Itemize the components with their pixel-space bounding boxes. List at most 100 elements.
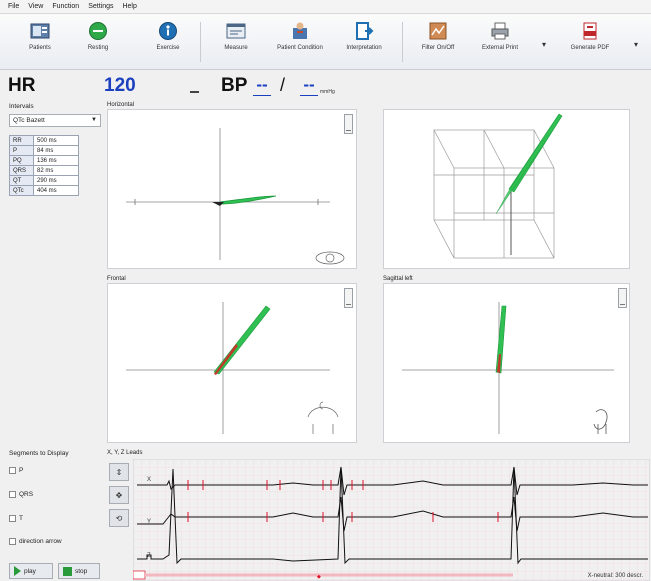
sagittal-loop-plot — [402, 302, 614, 434]
interval-name: QRS — [9, 165, 34, 176]
qtc-formula-value: QTc Bazett — [13, 117, 45, 124]
bp-separator: / — [280, 75, 286, 95]
3d-loop-panel — [383, 109, 630, 269]
stop-button[interactable]: stop — [58, 563, 100, 579]
reset-icon: ⟲ — [115, 513, 123, 523]
sagittal-zoom-slider[interactable] — [618, 288, 627, 308]
table-row: PQ 136 ms — [9, 155, 79, 166]
frontal-loop-plot — [126, 302, 339, 434]
qtc-formula-select[interactable]: QTc Bazett ▼ — [9, 114, 101, 127]
interval-name: QT — [9, 175, 34, 186]
segment-qrs-checkbox[interactable]: QRS — [9, 491, 33, 498]
svg-text:◆: ◆ — [317, 574, 321, 580]
checkbox-icon — [9, 491, 16, 498]
intervals-title: Intervals — [9, 103, 34, 110]
frontal-zoom-slider[interactable] — [344, 288, 353, 308]
bp-systolic: -- — [253, 75, 271, 96]
stop-label: stop — [75, 567, 88, 575]
interval-name: RR — [9, 135, 34, 146]
print-dropdown-arrow[interactable]: ▾ — [542, 40, 547, 49]
menu-file[interactable]: File — [8, 3, 20, 10]
sagittal-panel-title: Sagittal left — [383, 276, 413, 282]
interval-value: 500 ms — [33, 135, 79, 146]
frontal-loop-panel — [107, 283, 357, 443]
intervals-table: RR 500 ms P 84 ms PQ 136 ms QRS 82 ms QT 290 … — [9, 135, 79, 196]
interpretation-button[interactable]: Interpretation — [334, 18, 394, 66]
vitals-bar: HR 120 BP -- / -- mmHg — [0, 71, 651, 101]
resting-button[interactable]: Resting — [68, 18, 128, 66]
sagittal-loop-panel — [383, 283, 630, 443]
interpretation-icon — [353, 20, 375, 42]
patients-button[interactable]: Patients — [10, 18, 70, 66]
ecg-lead-y-label: Y — [147, 519, 151, 525]
external-print-label: External Print — [481, 45, 518, 51]
exercise-label: Exercise — [156, 45, 180, 51]
menu-function[interactable]: Function — [52, 3, 80, 10]
interval-name: QTc — [9, 185, 34, 196]
segment-p-checkbox[interactable]: P — [9, 467, 23, 474]
resting-label: Resting — [87, 45, 109, 51]
chevron-down-icon: ▼ — [91, 117, 97, 123]
ecg-zoom-button[interactable]: ⇕ — [109, 463, 129, 481]
interval-value: 84 ms — [33, 145, 79, 156]
hr-label: HR — [8, 75, 36, 96]
frontal-panel-title: Frontal — [107, 276, 126, 282]
bp-diastolic: -- — [300, 75, 318, 96]
measure-button[interactable]: Measure — [206, 18, 266, 66]
table-row: P 84 ms — [9, 145, 79, 156]
measure-label: Measure — [224, 45, 248, 51]
interpretation-label: Interpretation — [346, 45, 382, 51]
segments-title: Segments to Display — [9, 450, 69, 457]
3d-loop-plot — [433, 113, 563, 259]
interval-value: 290 ms — [33, 175, 79, 186]
patient-condition-icon — [289, 20, 311, 42]
play-icon — [14, 566, 21, 576]
ecg-pan-button[interactable]: ✥ — [109, 486, 129, 504]
generate-pdf-button[interactable]: Generate PDF — [560, 18, 620, 66]
external-print-button[interactable]: External Print — [470, 18, 530, 66]
interval-value: 82 ms — [33, 165, 79, 176]
patient-condition-label: Patient Condition — [277, 45, 323, 51]
horizontal-panel-title: Horizontal — [107, 102, 135, 108]
segment-qrs-label: QRS — [19, 491, 34, 498]
checkbox-icon — [9, 467, 16, 474]
ecg-reset-button[interactable]: ⟲ — [109, 509, 129, 527]
filter-toggle-button[interactable]: Filter On/Off — [408, 18, 468, 66]
segment-t-label: T — [19, 515, 23, 522]
direction-arrow-checkbox[interactable]: direction arrow — [9, 538, 62, 545]
hr-value: 120 — [104, 75, 136, 96]
filter-icon — [427, 20, 449, 42]
horizontal-zoom-slider[interactable] — [344, 114, 353, 134]
ecg-leads-plot: X Y Z ◆ — [132, 458, 651, 581]
toolbar: Patients Resting Exercise Measure Patie — [0, 14, 651, 70]
pdf-dropdown-arrow[interactable]: ▾ — [634, 40, 639, 49]
patients-label: Patients — [29, 45, 51, 51]
ecg-tool-column: ⇕ ✥ ⟲ — [107, 459, 132, 581]
bp-unit: mmHg — [320, 89, 335, 95]
exercise-button[interactable]: Exercise — [138, 18, 198, 66]
generate-pdf-label: Generate PDF — [570, 45, 610, 51]
toolbar-separator — [402, 22, 403, 62]
ecg-status-text: X-neutral: 300 descr. — [587, 573, 643, 579]
menu-bar: File View Function Settings Help — [0, 0, 651, 14]
pan-icon: ✥ — [115, 490, 123, 500]
menu-view[interactable]: View — [28, 3, 44, 10]
play-button[interactable]: play — [9, 563, 53, 579]
segment-t-checkbox[interactable]: T — [9, 515, 23, 522]
patients-icon — [29, 20, 51, 42]
segment-p-label: P — [19, 467, 24, 474]
ecg-leads-panel: X Y Z ◆ — [132, 458, 651, 581]
menu-help[interactable]: Help — [122, 3, 137, 10]
left-panel: Intervals QTc Bazett ▼ RR 500 ms P 84 ms P… — [0, 101, 104, 581]
menu-settings[interactable]: Settings — [88, 3, 114, 10]
table-row: RR 500 ms — [9, 135, 79, 146]
ecg-lead-x-label: X — [147, 477, 151, 483]
measure-icon — [225, 20, 247, 42]
ecg-lead-z-label: Z — [147, 553, 151, 559]
patient-condition-button[interactable]: Patient Condition — [270, 18, 330, 66]
stop-icon — [63, 566, 72, 576]
checkbox-icon — [9, 515, 16, 522]
interval-value: 136 ms — [33, 155, 79, 166]
filter-label: Filter On/Off — [421, 45, 455, 51]
horizontal-loop-plot — [126, 128, 345, 265]
